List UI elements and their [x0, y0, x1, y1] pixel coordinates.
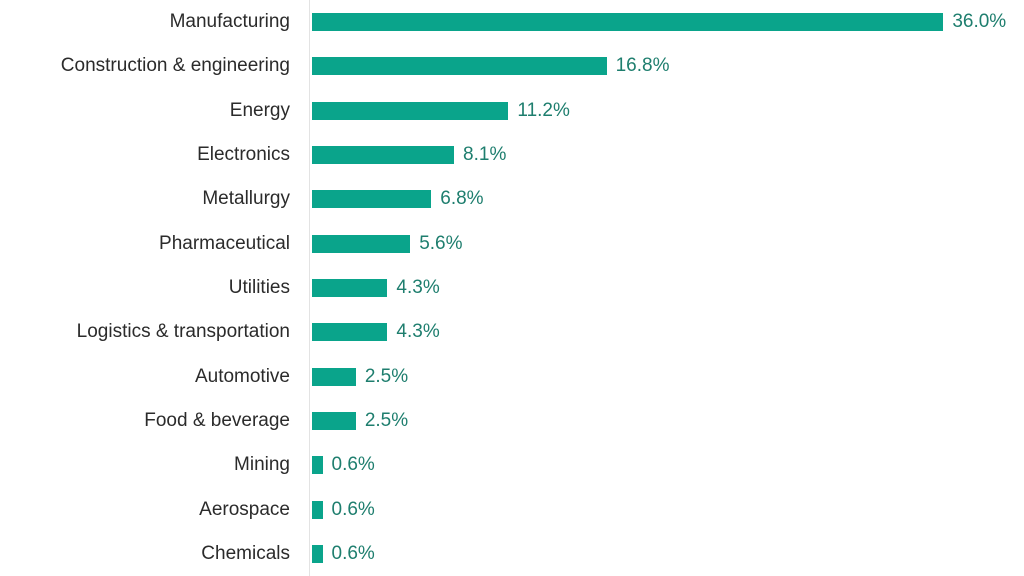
- chart-row: Logistics & transportation 4.3%: [0, 310, 1024, 355]
- bar-track: 0.6%: [309, 487, 1024, 532]
- chart-row: Pharmaceutical 5.6%: [0, 221, 1024, 266]
- value-label: 4.3%: [396, 277, 440, 299]
- value-label: 8.1%: [463, 144, 507, 166]
- category-label: Aerospace: [199, 498, 290, 520]
- bar-track: 8.1%: [309, 132, 1024, 178]
- category-label: Energy: [229, 99, 290, 121]
- chart-row: Food & beverage 2.5%: [0, 398, 1024, 444]
- value-label: 36.0%: [952, 11, 1007, 33]
- value-label: 0.6%: [331, 498, 375, 520]
- value-label: 4.3%: [396, 321, 440, 343]
- bar: [312, 101, 509, 120]
- chart-row: Mining 0.6%: [0, 443, 1024, 488]
- chart-row: Utilities 4.3%: [0, 265, 1024, 311]
- category-label: Logistics & transportation: [76, 321, 290, 343]
- bar-track: 6.8%: [309, 177, 1024, 222]
- value-label: 11.2%: [517, 99, 570, 121]
- bar: [312, 500, 323, 519]
- bar-track: 4.3%: [309, 310, 1024, 355]
- bar-track: 0.6%: [309, 531, 1024, 576]
- value-label: 16.8%: [615, 55, 670, 77]
- value-label: 5.6%: [419, 232, 463, 254]
- bar: [312, 57, 607, 76]
- chart-row: Construction & engineering 16.8%: [0, 44, 1024, 89]
- value-label: 0.6%: [331, 542, 375, 564]
- category-label: Utilities: [228, 277, 290, 299]
- category-label: Food & beverage: [144, 409, 290, 431]
- value-label: 2.5%: [364, 409, 409, 431]
- bar-track: 4.3%: [309, 265, 1024, 311]
- bar: [312, 367, 356, 386]
- bar: [312, 190, 432, 209]
- value-label: 0.6%: [331, 454, 375, 476]
- bar: [312, 411, 356, 430]
- chart-row: Metallurgy 6.8%: [0, 177, 1024, 222]
- bar-track: 11.2%: [309, 88, 1024, 133]
- category-label: Automotive: [194, 365, 290, 387]
- bar-track: 16.8%: [309, 44, 1024, 89]
- chart-row: Chemicals 0.6%: [0, 531, 1024, 576]
- bar: [312, 544, 323, 563]
- bar: [312, 234, 411, 253]
- category-label: Electronics: [197, 144, 290, 166]
- bar-track: 5.6%: [309, 221, 1024, 266]
- chart-row: Manufacturing 36.0%: [0, 0, 1024, 45]
- bar-track: 0.6%: [309, 443, 1024, 488]
- category-label: Metallurgy: [202, 188, 290, 210]
- value-label: 2.5%: [364, 365, 409, 387]
- chart-row: Energy 11.2%: [0, 88, 1024, 133]
- bar: [312, 323, 388, 342]
- bar: [312, 279, 388, 298]
- bar: [312, 456, 323, 475]
- chart-row: Automotive 2.5%: [0, 354, 1024, 399]
- bar-track: 36.0%: [309, 0, 1024, 45]
- chart-row: Electronics 8.1%: [0, 132, 1024, 178]
- category-label: Mining: [234, 454, 290, 476]
- category-label: Construction & engineering: [60, 55, 290, 77]
- chart-row: Aerospace 0.6%: [0, 487, 1024, 532]
- category-label: Manufacturing: [169, 11, 290, 33]
- category-label: Chemicals: [201, 542, 290, 564]
- bar-track: 2.5%: [309, 354, 1024, 399]
- bar-track: 2.5%: [309, 398, 1024, 444]
- bar: [312, 146, 455, 165]
- category-label: Pharmaceutical: [159, 232, 290, 254]
- bar: [312, 13, 944, 32]
- value-label: 6.8%: [440, 188, 484, 210]
